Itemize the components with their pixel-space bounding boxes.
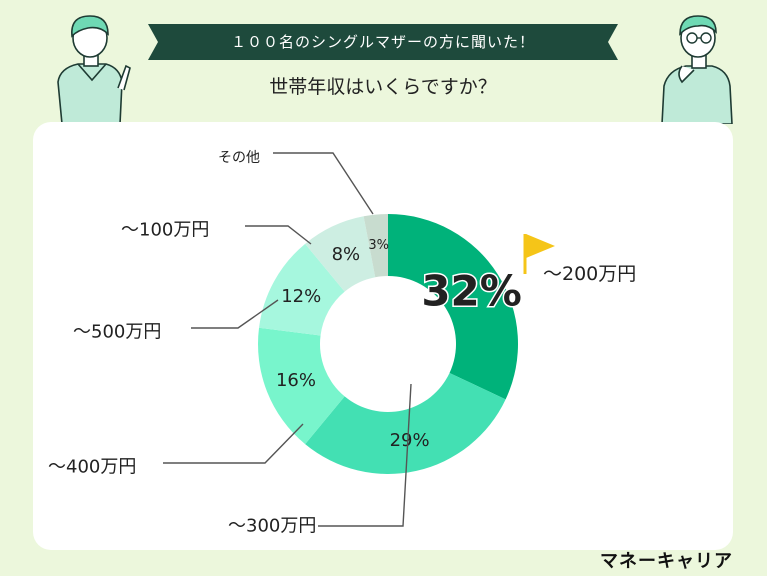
title-banner xyxy=(148,24,618,60)
donut-segment xyxy=(363,214,388,278)
donut-segment xyxy=(305,372,506,474)
value-label: 8% xyxy=(332,244,361,265)
donut-segment xyxy=(305,216,376,292)
banner-title: １００名のシングルマザーの方に聞いた！ xyxy=(230,33,535,51)
banner-ribbon xyxy=(148,24,618,60)
leader-line xyxy=(318,383,412,527)
value-label: 32% xyxy=(421,266,522,315)
category-label: 〜100万円 xyxy=(121,220,209,241)
donut-chart: 32% 29% 16% 12% 8% 3% 〜200万円〜300万円 〜400万円 〜500万円… xyxy=(48,150,636,537)
value-label: 16% xyxy=(276,370,316,391)
person-thinking-illustration xyxy=(661,15,733,124)
value-label: 29% xyxy=(390,430,430,451)
category-label: 〜400万円 xyxy=(48,457,136,478)
leader-line xyxy=(163,423,304,464)
category-label: その他 xyxy=(218,150,260,166)
donut-segment xyxy=(259,243,345,336)
donut-segment xyxy=(258,327,345,445)
leader-line xyxy=(191,299,279,329)
flag-icon xyxy=(523,234,555,274)
category-label: 〜500万円 xyxy=(73,322,161,343)
survey-question: 世帯年収はいくらですか？ xyxy=(269,76,497,98)
brand-logo-text: マネーキャリア xyxy=(600,551,733,572)
leader-line xyxy=(245,225,312,245)
value-label: 12% xyxy=(281,286,321,307)
chart-card: 32% 29% 16% 12% 8% 3% 〜200万円〜300万円 〜400万円 〜500万円… xyxy=(33,122,733,550)
value-label: 3% xyxy=(368,238,389,253)
donut-segment xyxy=(388,214,518,400)
person-pointing-illustration xyxy=(57,15,131,124)
category-label: 〜200万円 xyxy=(543,263,636,285)
category-label: 〜300万円 xyxy=(228,516,316,537)
leader-line xyxy=(273,152,374,215)
